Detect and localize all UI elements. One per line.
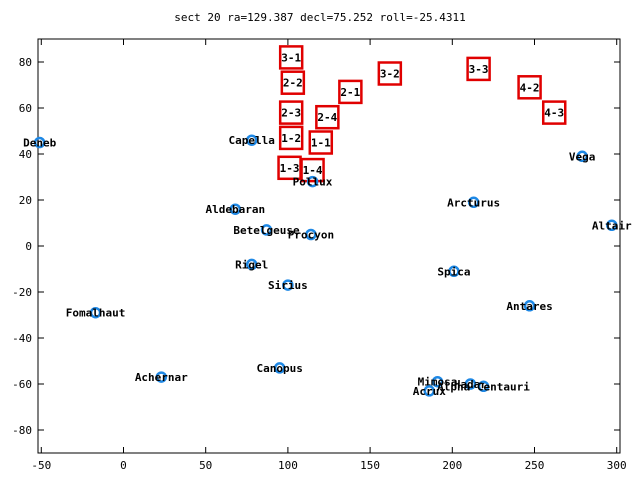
star-label: Acrux bbox=[413, 385, 446, 398]
sector-label: 4-3 bbox=[544, 107, 564, 120]
y-tick-label: -60 bbox=[12, 378, 32, 391]
sector-box bbox=[278, 125, 304, 151]
sector-label: 2-2 bbox=[283, 77, 303, 90]
star-label: Canopus bbox=[256, 362, 302, 375]
sector-label: 3-2 bbox=[380, 68, 400, 81]
sector-box bbox=[278, 100, 304, 125]
star-label: Fomalhaut bbox=[66, 307, 126, 320]
sector-box bbox=[541, 100, 567, 125]
sector-box bbox=[377, 61, 403, 86]
star-label: Antares bbox=[506, 300, 552, 313]
star-label: Vega bbox=[569, 150, 596, 163]
sector-box bbox=[338, 79, 363, 105]
star-point bbox=[245, 134, 258, 146]
sector-label: 1-4 bbox=[303, 164, 323, 177]
chart-title: sect 20 ra=129.387 decl=75.252 roll=-25.… bbox=[174, 11, 466, 24]
star-label: Sirius bbox=[268, 279, 308, 292]
x-tick-label: 250 bbox=[525, 459, 545, 472]
star-label: Procyon bbox=[288, 229, 334, 242]
sector-boxes: 3-1 2-2 3-2 3-3 4-2 2-1 4-3 2-3 2-4 1-2 1-1 1-3 1-4 bbox=[277, 45, 567, 183]
sector-label: 1-2 bbox=[281, 132, 301, 145]
sector-box bbox=[278, 45, 304, 70]
star-label: Spica bbox=[437, 265, 470, 278]
star-point bbox=[576, 150, 588, 163]
sector-box bbox=[308, 130, 334, 155]
x-tick-label: 0 bbox=[120, 459, 127, 472]
sector-box bbox=[466, 56, 491, 82]
y-tick-label: -80 bbox=[12, 424, 32, 437]
star-point bbox=[523, 300, 536, 312]
star-point bbox=[606, 219, 618, 232]
y-tick-label: 40 bbox=[19, 148, 32, 161]
sector-box bbox=[300, 157, 325, 183]
x-tick-label: -50 bbox=[31, 459, 51, 472]
star-point bbox=[306, 175, 319, 188]
star-label: Arcturus bbox=[447, 196, 500, 209]
sector-label: 2-4 bbox=[317, 111, 337, 124]
plot-frame bbox=[37, 38, 621, 454]
sector-label: 4-2 bbox=[520, 81, 540, 94]
sector-label: 2-1 bbox=[340, 86, 360, 99]
sector-label: 1-3 bbox=[280, 162, 300, 175]
star-point bbox=[423, 385, 436, 397]
x-tick-label: 150 bbox=[360, 459, 380, 472]
y-tick-label: 20 bbox=[19, 194, 32, 207]
star-point bbox=[260, 224, 273, 236]
star-point bbox=[273, 362, 286, 374]
x-axis: -50 0 50 100 150 200 250 300 bbox=[31, 39, 627, 472]
star-label: Alpha Centauri bbox=[437, 380, 530, 393]
x-tick-label: 300 bbox=[607, 459, 627, 472]
sector-label: 1-1 bbox=[311, 137, 331, 150]
y-tick-label: -40 bbox=[12, 332, 32, 345]
star-point bbox=[448, 265, 460, 278]
star-point bbox=[431, 375, 444, 388]
sector-label: 3-3 bbox=[469, 63, 489, 76]
star-label: Rigel bbox=[235, 258, 268, 271]
star-point bbox=[282, 279, 294, 291]
y-tick-label: -20 bbox=[12, 286, 32, 299]
star-point bbox=[464, 378, 477, 390]
star-point bbox=[477, 380, 490, 393]
star-point bbox=[305, 228, 317, 241]
star-point bbox=[229, 203, 242, 215]
y-tick-label: 0 bbox=[25, 240, 32, 253]
y-tick-label: 80 bbox=[19, 56, 32, 69]
x-tick-label: 200 bbox=[442, 459, 462, 472]
star-point bbox=[245, 258, 258, 271]
sector-label: 2-3 bbox=[281, 107, 301, 120]
star-markers: Deneb Capella Vega Pollux Arcturus Aldebaran A… bbox=[23, 134, 632, 398]
star-point bbox=[155, 371, 168, 383]
y-tick-label: 60 bbox=[19, 102, 32, 115]
star-label: Achernar bbox=[135, 371, 188, 384]
star-point bbox=[89, 306, 102, 319]
star-label: Capella bbox=[229, 134, 275, 147]
sector-box bbox=[280, 70, 306, 95]
sector-box bbox=[517, 75, 542, 100]
star-label: Pollux bbox=[293, 176, 333, 189]
star-point bbox=[467, 196, 480, 209]
star-label: Aldebaran bbox=[205, 203, 265, 216]
star-point bbox=[33, 136, 46, 149]
x-tick-label: 100 bbox=[278, 459, 298, 472]
y-axis: -80 -60 -40 -20 0 20 40 60 80 bbox=[12, 56, 620, 437]
x-tick-label: 50 bbox=[199, 459, 212, 472]
sector-box bbox=[315, 104, 340, 130]
star-label: Betelgeuse bbox=[233, 224, 300, 237]
sector-label: 3-1 bbox=[281, 51, 301, 64]
star-label: Altair bbox=[592, 219, 632, 232]
star-label: Deneb bbox=[23, 137, 56, 150]
